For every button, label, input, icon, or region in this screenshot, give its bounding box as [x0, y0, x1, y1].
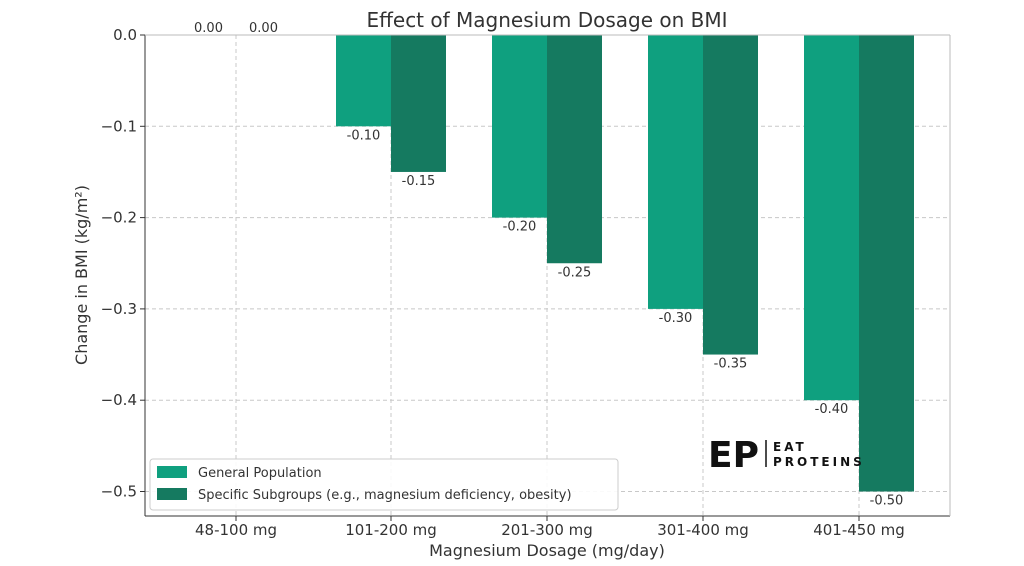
y-tick-label: −0.5 — [101, 483, 137, 501]
legend-box — [149, 458, 619, 511]
data-label: -0.10 — [347, 128, 381, 143]
x-tick-label: 101-200 mg — [345, 521, 437, 539]
y-tick-label: −0.4 — [101, 391, 137, 409]
data-label: -0.40 — [815, 402, 849, 417]
data-label: -0.30 — [659, 311, 693, 326]
y-tick-label: −0.3 — [101, 300, 137, 318]
bars — [336, 35, 914, 492]
bar-specific-subgroups — [859, 35, 914, 492]
y-tick-label: −0.1 — [101, 117, 137, 135]
y-tick-label: −0.2 — [101, 209, 137, 227]
data-label: 0.00 — [249, 21, 278, 36]
logo-line2: PROTEINS — [773, 455, 865, 469]
data-labels: 0.00 -0.10 -0.20 -0.30 -0.40 0.00 -0.15 -0.25 -0… — [194, 21, 903, 509]
data-label: 0.00 — [194, 21, 223, 36]
x-tick-label: 301-400 mg — [657, 521, 749, 539]
bar-specific-subgroups — [547, 35, 602, 264]
legend-label-general-population: General Population — [198, 466, 322, 481]
bar-general-population — [804, 35, 859, 401]
x-axis-label: Magnesium Dosage (mg/day) — [429, 541, 665, 560]
legend-label-specific-subgroups: Specific Subgroups (e.g., magnesium defi… — [198, 488, 572, 503]
eat-proteins-logo: EP EAT PROTEINS — [708, 435, 865, 476]
legend-swatch-general-population — [157, 466, 187, 478]
bar-general-population — [648, 35, 703, 309]
x-tick-label: 201-300 mg — [501, 521, 593, 539]
legend: General Population Specific Subgroups (e… — [149, 458, 619, 511]
x-tick-label: 48-100 mg — [195, 521, 277, 539]
logo-mark: EP — [708, 435, 759, 476]
logo-line1: EAT — [773, 440, 807, 454]
y-tick-labels: 0.0 −0.1 −0.2 −0.3 −0.4 −0.5 — [101, 26, 145, 501]
x-tick-labels: 48-100 mg 101-200 mg 201-300 mg 301-400 mg 4… — [195, 516, 905, 539]
data-label: -0.20 — [503, 220, 537, 235]
bar-specific-subgroups — [391, 35, 446, 172]
data-label: -0.25 — [558, 265, 592, 280]
x-tick-label: 401-450 mg — [813, 521, 905, 539]
bar-specific-subgroups — [703, 35, 758, 355]
y-axis-label: Change in BMI (kg/m²) — [72, 185, 91, 365]
bar-general-population — [492, 35, 547, 218]
data-label: -0.15 — [402, 174, 436, 189]
bar-general-population — [336, 35, 391, 127]
legend-swatch-specific-subgroups — [157, 488, 187, 500]
chart-title: Effect of Magnesium Dosage on BMI — [366, 8, 727, 32]
data-label: -0.35 — [714, 357, 748, 372]
y-tick-label: 0.0 — [113, 26, 137, 44]
data-label: -0.50 — [870, 494, 904, 509]
